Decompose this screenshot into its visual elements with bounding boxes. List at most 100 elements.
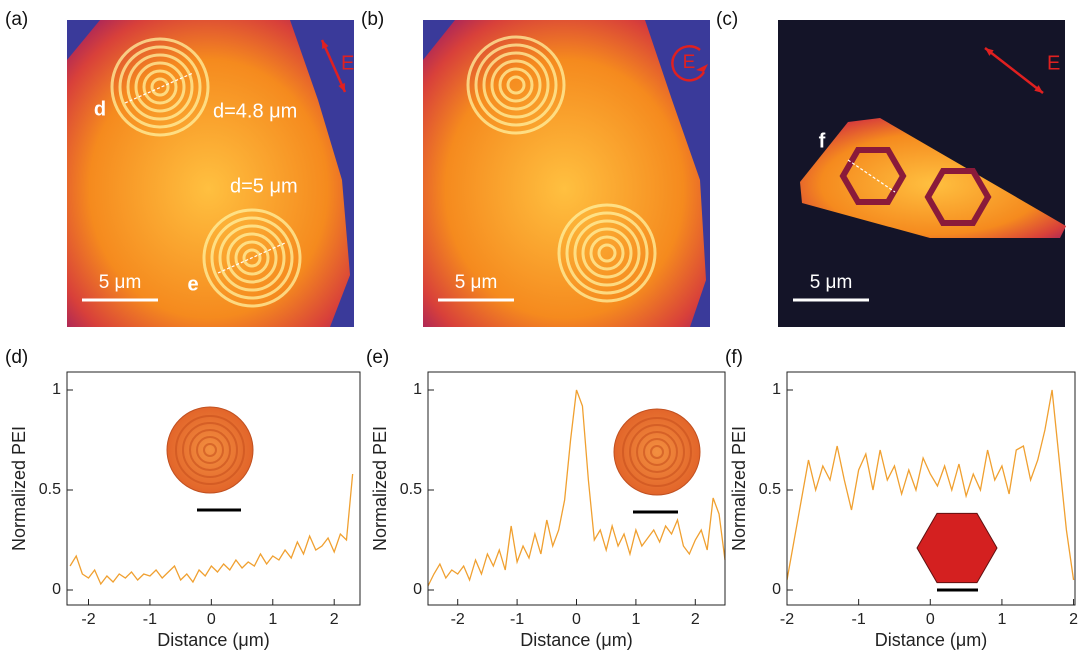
y-tick-label: 0.5 bbox=[759, 481, 781, 498]
x-tick-label: -1 bbox=[852, 611, 866, 628]
arrow-head bbox=[1034, 85, 1043, 93]
y-tick-label: 1 bbox=[413, 381, 422, 398]
arrow-head bbox=[985, 48, 994, 56]
panel-label: (d) bbox=[5, 347, 28, 368]
field-label: E bbox=[683, 52, 696, 73]
y-tick-label: 1 bbox=[772, 381, 781, 398]
field-label: E bbox=[1047, 52, 1060, 74]
y-tick-label: 1 bbox=[52, 381, 61, 398]
inset bbox=[613, 408, 701, 496]
panel-label: (a) bbox=[5, 9, 28, 30]
ring bbox=[118, 45, 202, 129]
x-axis-label: Distance (μm) bbox=[875, 630, 987, 650]
hexagon bbox=[839, 147, 907, 205]
panel-label: (e) bbox=[366, 347, 389, 368]
arrow-head bbox=[322, 40, 329, 49]
data-line bbox=[69, 473, 354, 586]
chart: (d) -2 -1 0 1 2 0 0.5 1 Distance (μm) Normalized P… bbox=[5, 347, 361, 650]
y-tick-label: 0 bbox=[413, 581, 422, 598]
field-arrow bbox=[984, 47, 1044, 94]
ring bbox=[565, 211, 649, 295]
field-arrow bbox=[320, 39, 347, 93]
x-tick-label: 2 bbox=[330, 611, 339, 628]
ring bbox=[482, 51, 550, 119]
y-tick-label: 0.5 bbox=[400, 481, 422, 498]
ring bbox=[557, 203, 657, 303]
inset-ring bbox=[203, 443, 217, 457]
x-tick-label: -2 bbox=[81, 611, 95, 628]
ring bbox=[126, 53, 194, 121]
axes-frame bbox=[786, 371, 1076, 606]
profile-line bbox=[217, 242, 286, 274]
inset-ring bbox=[182, 422, 238, 478]
scale-bar-label: 5 μm bbox=[99, 272, 142, 293]
ring bbox=[490, 59, 542, 111]
data-line bbox=[786, 389, 1075, 581]
inset-ring bbox=[175, 415, 245, 485]
image-label: d bbox=[94, 98, 106, 120]
chart: (e) -2 -1 0 1 2 0 0.5 1 Distance (μm) Normalized P… bbox=[366, 347, 726, 650]
inset bbox=[916, 512, 998, 584]
x-tick-label: 0 bbox=[926, 611, 935, 628]
ring bbox=[134, 61, 186, 113]
ring bbox=[506, 75, 526, 95]
x-tick-label: 2 bbox=[1069, 611, 1078, 628]
ring bbox=[573, 219, 641, 287]
ring bbox=[589, 235, 625, 271]
y-axis-label: Normalized PEI bbox=[9, 426, 29, 551]
x-axis-label: Distance (μm) bbox=[520, 630, 632, 650]
data-line bbox=[427, 389, 726, 587]
inset-ring bbox=[189, 429, 231, 471]
y-tick-label: 0 bbox=[52, 581, 61, 598]
ring bbox=[150, 77, 170, 97]
image-label: d=4.8 μm bbox=[213, 100, 297, 122]
y-axis-label: Normalized PEI bbox=[729, 426, 749, 551]
ring bbox=[597, 243, 617, 263]
ring bbox=[142, 69, 178, 105]
arrow-head bbox=[696, 64, 708, 72]
x-tick-label: -1 bbox=[143, 611, 157, 628]
scale-bar-label: 5 μm bbox=[455, 272, 498, 293]
ring bbox=[498, 67, 534, 103]
y-tick-label: 0.5 bbox=[39, 481, 61, 498]
x-tick-label: 0 bbox=[207, 611, 216, 628]
field-label: E bbox=[341, 52, 354, 74]
inset-ring bbox=[636, 431, 678, 473]
ring bbox=[474, 43, 558, 127]
ring bbox=[202, 208, 302, 308]
x-tick-label: 0 bbox=[572, 611, 581, 628]
inset-ring bbox=[650, 445, 664, 459]
ring bbox=[234, 240, 270, 276]
x-tick-label: 1 bbox=[268, 611, 277, 628]
ring bbox=[210, 216, 294, 300]
inset-ring bbox=[622, 417, 692, 487]
ring bbox=[110, 37, 210, 137]
ring bbox=[226, 232, 278, 284]
panel-label: (b) bbox=[361, 9, 384, 30]
x-tick-label: 2 bbox=[691, 611, 700, 628]
x-tick-label: -2 bbox=[451, 611, 465, 628]
panel-label: (c) bbox=[716, 9, 738, 30]
panel-label: (f) bbox=[725, 347, 743, 368]
axes-frame bbox=[66, 371, 361, 606]
y-axis-label: Normalized PEI bbox=[370, 426, 390, 551]
chart: (f) -2 -1 0 1 2 0 0.5 1 Distance (μm) Normalized P… bbox=[725, 347, 1078, 650]
inset-ring bbox=[643, 438, 671, 466]
x-tick-label: 1 bbox=[631, 611, 640, 628]
image-label: f bbox=[819, 130, 826, 152]
x-tick-label: -1 bbox=[510, 611, 524, 628]
y-tick-label: 0 bbox=[772, 581, 781, 598]
scale-bar-label: 5 μm bbox=[810, 272, 853, 293]
x-tick-label: 1 bbox=[997, 611, 1006, 628]
image-label: e bbox=[187, 273, 198, 295]
arrow-head bbox=[338, 83, 345, 92]
image-label: d=5 μm bbox=[230, 175, 298, 197]
profile-line bbox=[847, 159, 896, 193]
inset-ring bbox=[629, 424, 685, 480]
profile-line bbox=[124, 72, 194, 104]
inset bbox=[166, 406, 254, 494]
ring bbox=[218, 224, 286, 292]
x-tick-label: -2 bbox=[780, 611, 794, 628]
